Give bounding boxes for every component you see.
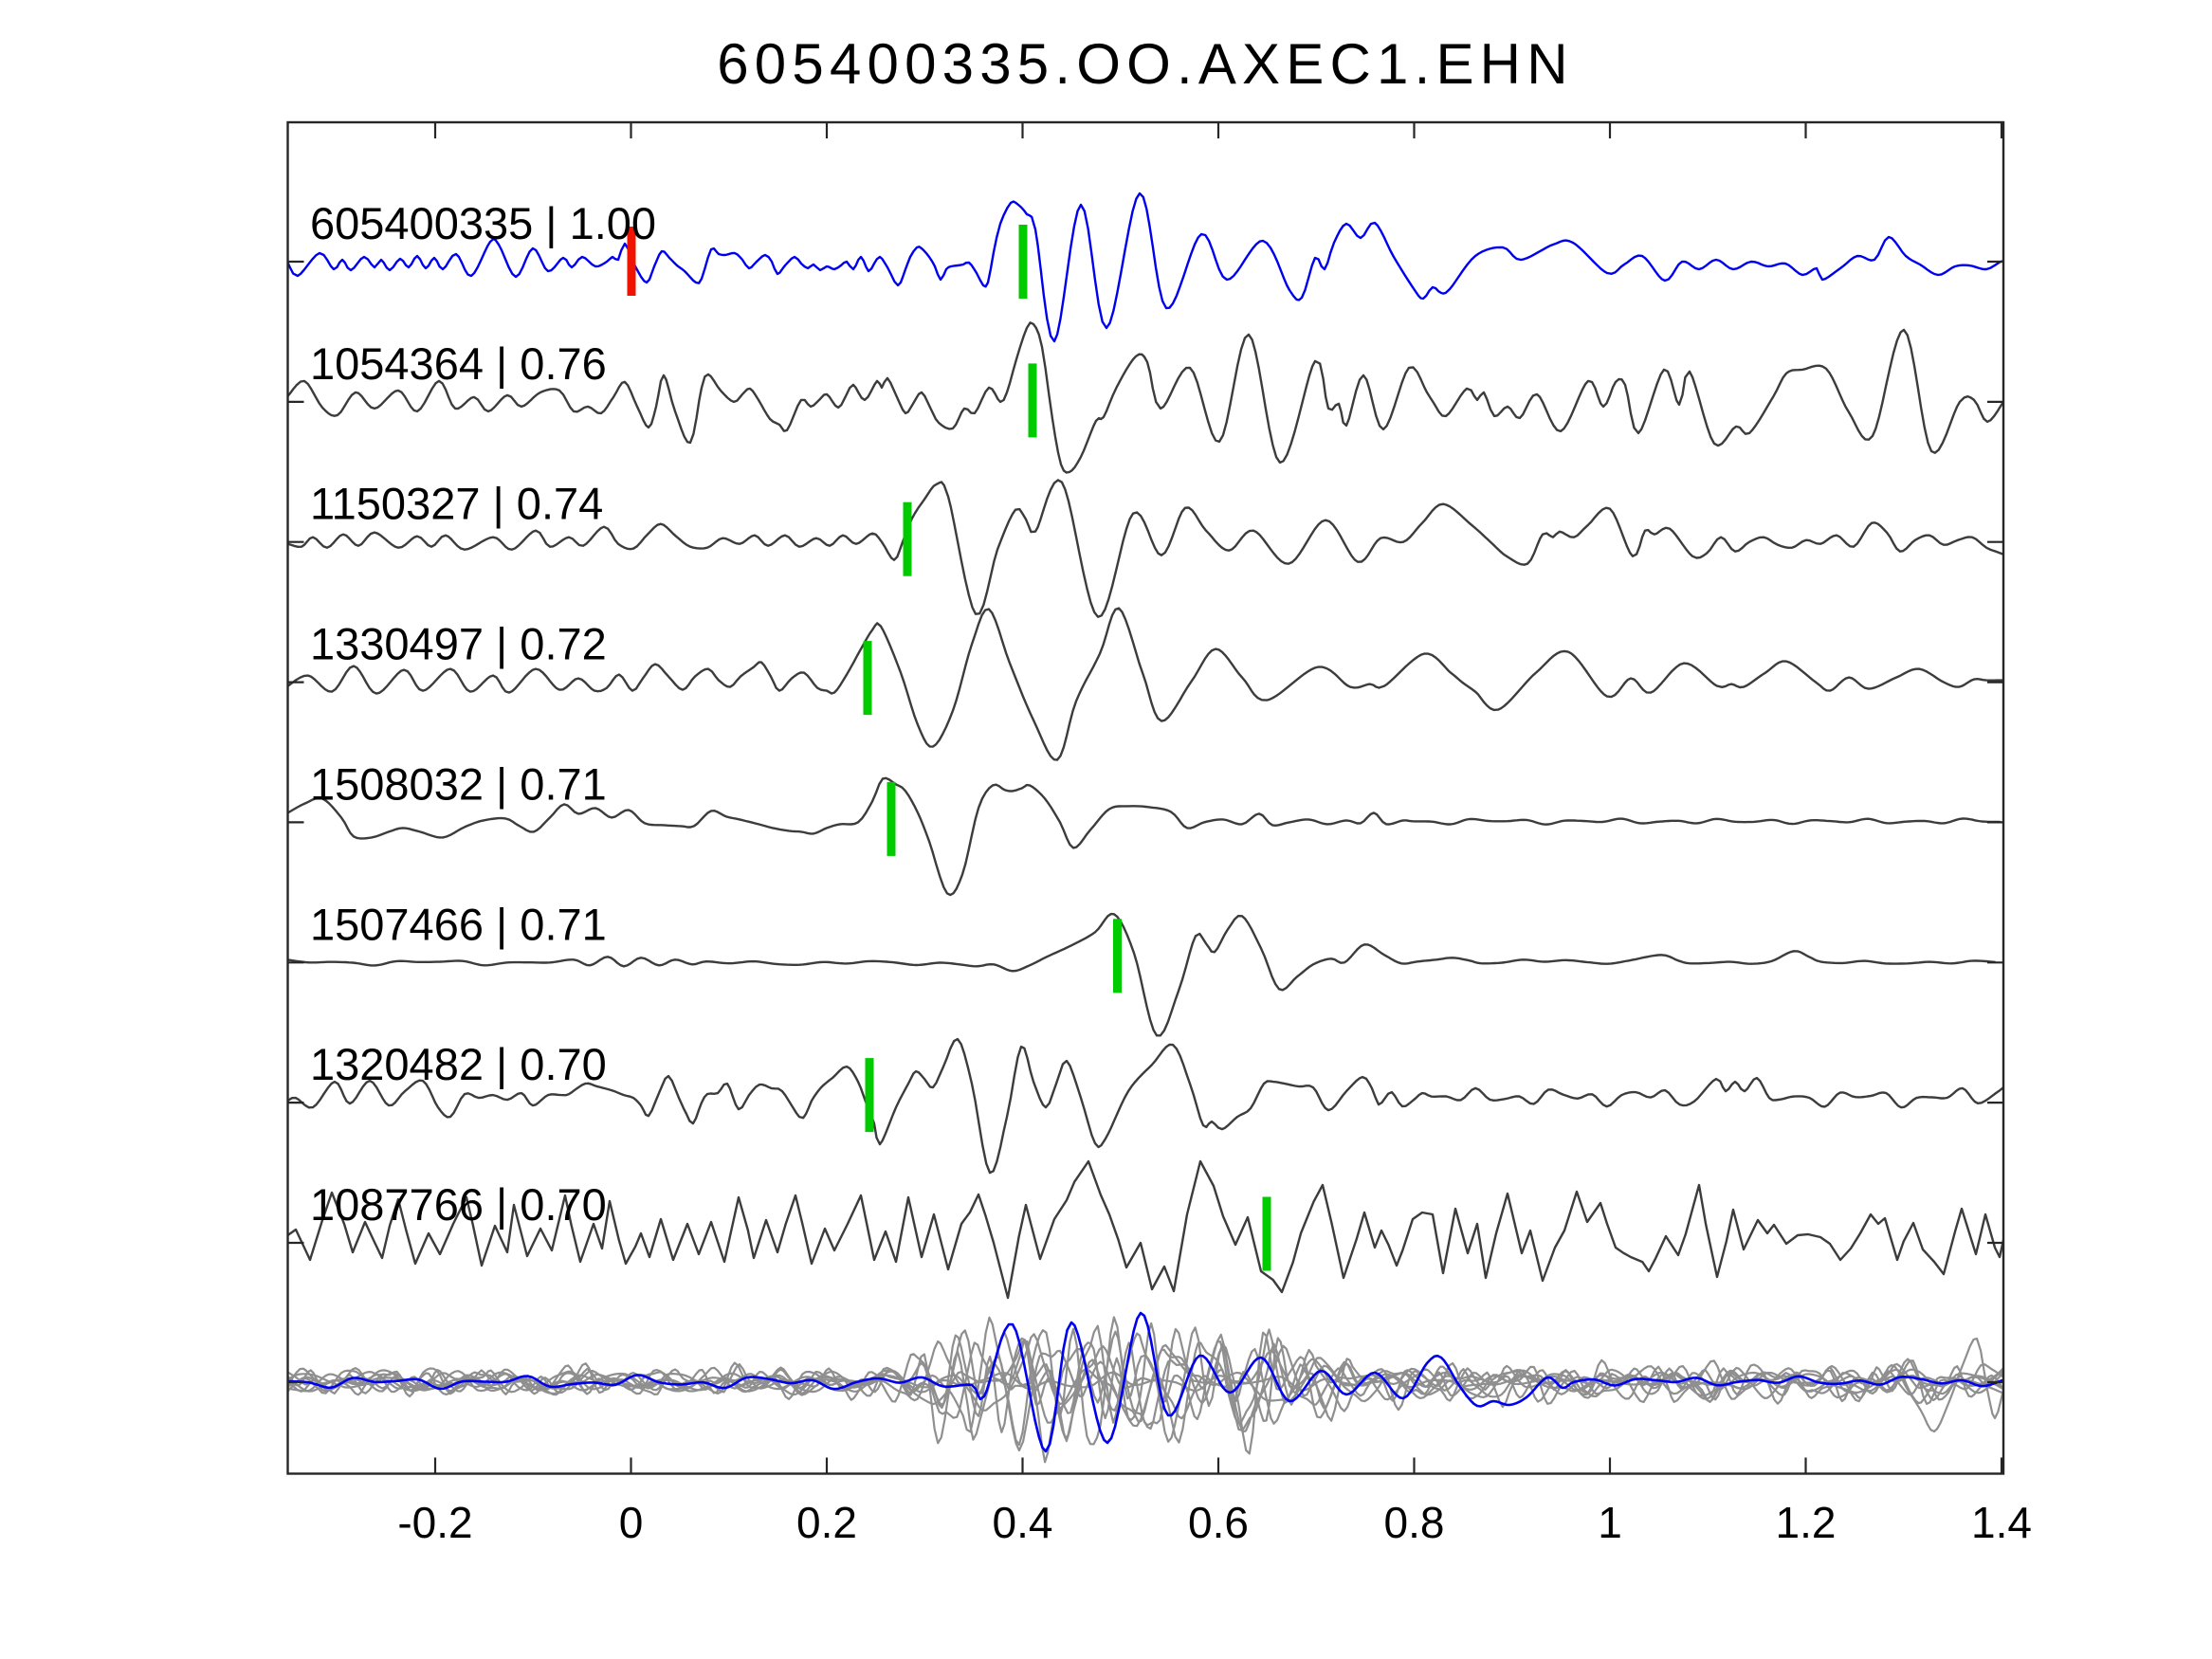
svg-text:1087766 | 0.70: 1087766 | 0.70 — [310, 1179, 607, 1230]
svg-text:1507466 | 0.71: 1507466 | 0.71 — [310, 899, 607, 949]
svg-text:1508032 | 0.71: 1508032 | 0.71 — [310, 758, 607, 809]
svg-text:0: 0 — [619, 1498, 644, 1547]
svg-text:1150327 | 0.74: 1150327 | 0.74 — [310, 479, 603, 529]
svg-text:1.4: 1.4 — [1971, 1498, 2032, 1547]
svg-text:605400335 | 1.00: 605400335 | 1.00 — [310, 198, 656, 248]
svg-text:605400335.OO.AXEC1.EHN: 605400335.OO.AXEC1.EHN — [717, 32, 1574, 96]
svg-text:1.2: 1.2 — [1776, 1498, 1837, 1547]
svg-text:0.6: 0.6 — [1188, 1498, 1249, 1547]
svg-text:-0.2: -0.2 — [397, 1498, 472, 1547]
svg-text:0.8: 0.8 — [1384, 1498, 1445, 1547]
svg-text:1320482 | 0.70: 1320482 | 0.70 — [310, 1039, 607, 1089]
svg-text:0.2: 0.2 — [796, 1498, 857, 1547]
svg-text:0.4: 0.4 — [993, 1498, 1053, 1547]
svg-text:1330497 | 0.72: 1330497 | 0.72 — [310, 619, 607, 669]
svg-text:1: 1 — [1598, 1498, 1622, 1547]
svg-text:1054364 | 0.76: 1054364 | 0.76 — [310, 338, 607, 389]
